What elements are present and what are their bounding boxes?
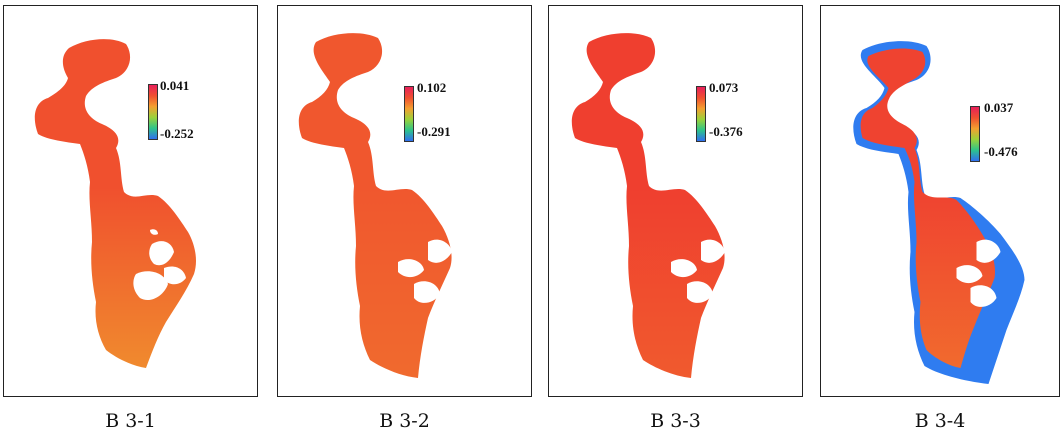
lake-map	[298, 33, 452, 379]
colorbar-max-label: 0.037	[984, 100, 1014, 115]
map-panel-b3-3: 0.073 -0.376	[548, 5, 803, 397]
panel-caption: B 3-1	[105, 410, 156, 432]
panel-caption: B 3-4	[914, 410, 966, 432]
colorbar-max-label: 0.041	[160, 78, 190, 93]
map-panel-b3-1: 0.041 -0.252	[3, 5, 258, 397]
colorbar-min-label: -0.252	[160, 126, 194, 141]
lake-map	[853, 41, 1025, 385]
panel-caption: B 3-3	[650, 410, 701, 432]
map-panel-b3-2: 0.102 -0.291	[277, 5, 532, 397]
panel-caption: B 3-2	[379, 410, 430, 432]
colorbar	[404, 86, 414, 142]
colorbar	[696, 86, 706, 142]
colorbar-max-label: 0.073	[709, 80, 739, 95]
colorbar-min-label: -0.476	[984, 144, 1018, 159]
colorbar	[148, 84, 158, 140]
colorbar-min-label: -0.376	[709, 124, 743, 139]
lake-map	[34, 39, 196, 369]
lake-map	[571, 33, 725, 379]
colorbar-max-label: 0.102	[417, 80, 447, 95]
colorbar-min-label: -0.291	[417, 124, 451, 139]
colorbar	[970, 106, 980, 162]
map-panel-b3-4: 0.037 -0.476	[820, 5, 1060, 397]
